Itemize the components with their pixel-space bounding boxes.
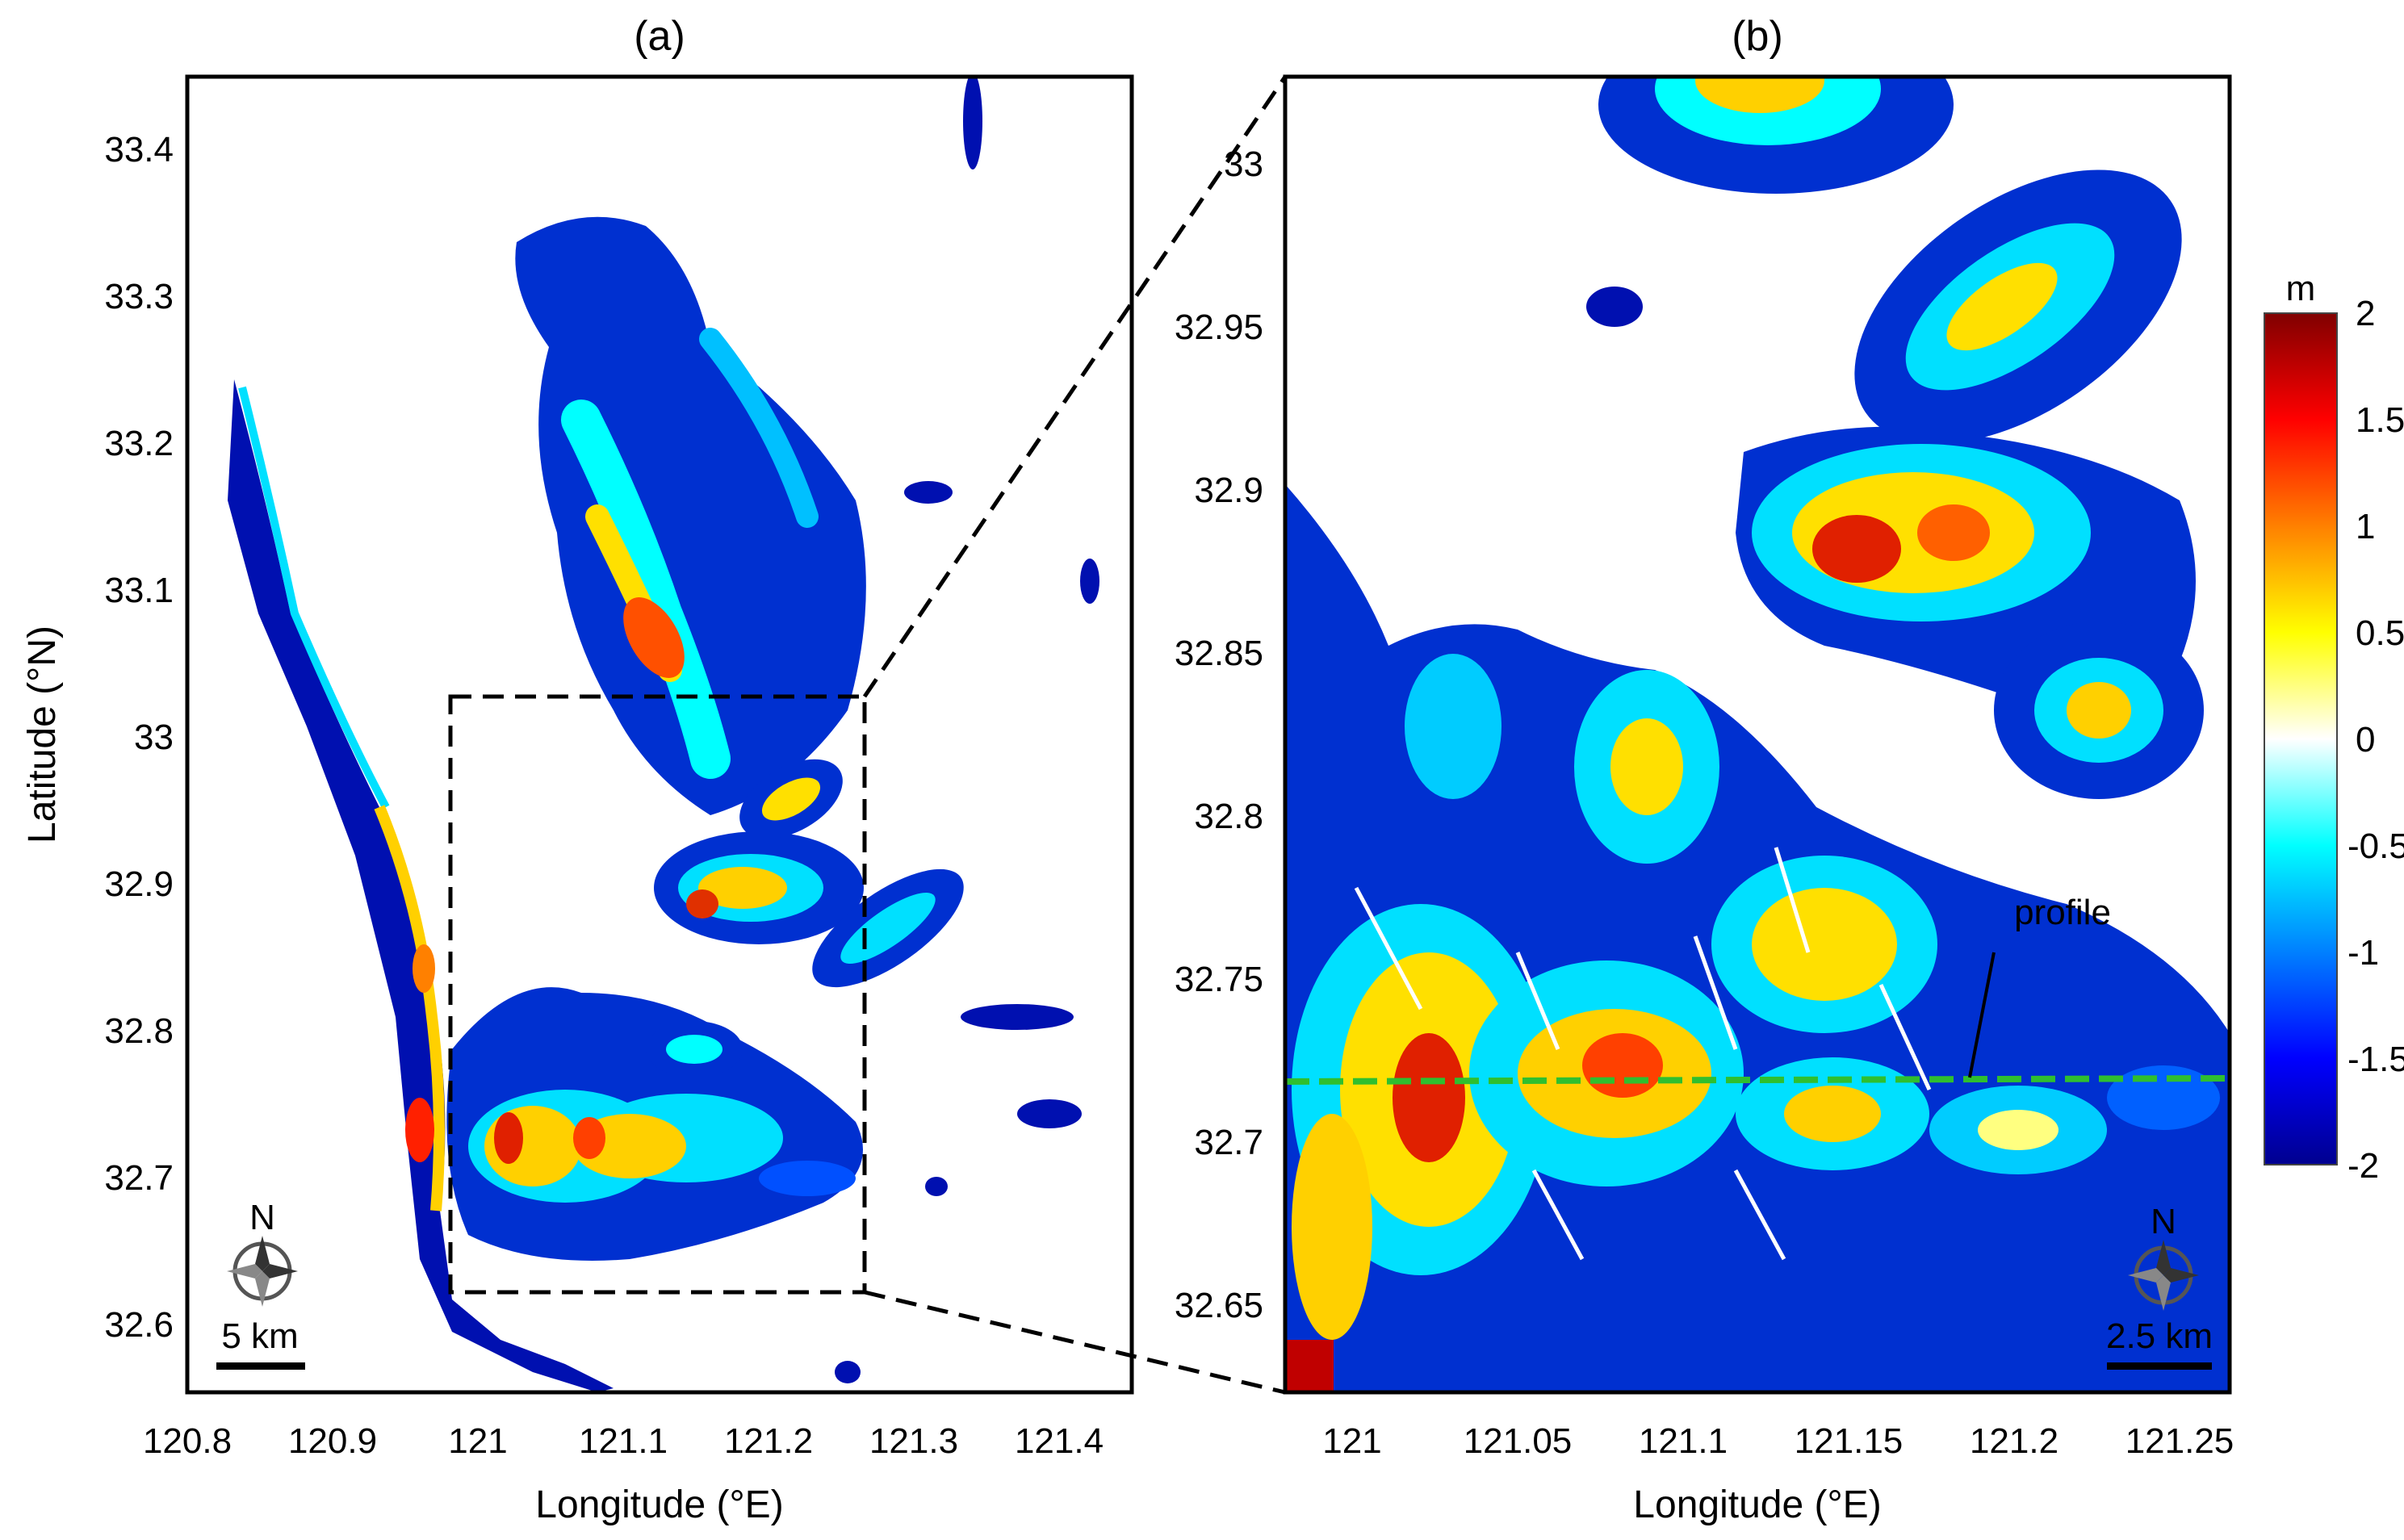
panel-b-ytick: 32.7 — [1194, 1123, 1263, 1162]
panel-b-ytick: 32.65 — [1175, 1286, 1263, 1325]
panel-b-ytick: 32.9 — [1194, 471, 1263, 510]
colorbar-tick: 0.5 — [2356, 613, 2404, 653]
panel-a-yticks: 32.6 32.7 32.8 32.9 33 33.1 33.2 33.3 33… — [104, 130, 174, 1345]
panel-a-xtick: 120.9 — [288, 1421, 377, 1461]
panel-a-ytick: 33 — [134, 718, 174, 757]
panel-b-xtick: 121.05 — [1464, 1421, 1573, 1461]
north-label: N — [2151, 1202, 2176, 1241]
panel-a-ytick: 32.8 — [104, 1011, 174, 1051]
panel-b-ytick: 33 — [1224, 144, 1263, 184]
panel-a-xticks: 120.8 120.9 121 121.1 121.2 121.3 121.4 — [143, 1421, 1104, 1461]
panel-a-scalebar-label: 5 km — [221, 1316, 298, 1356]
colorbar-unit: m — [2286, 269, 2316, 308]
panel-a-xtick: 121.4 — [1015, 1421, 1104, 1461]
panel-a-ytick: 33.3 — [104, 277, 174, 316]
panel-a-xlabel: Longitude (°E) — [535, 1484, 783, 1526]
panel-a-ytick: 33.1 — [104, 571, 174, 610]
zoom-line-top — [862, 75, 1288, 698]
panel-a-xtick: 121.2 — [724, 1421, 813, 1461]
panel-a-xtick: 120.8 — [143, 1421, 232, 1461]
panel-b-north-arrow: N — [2128, 1202, 2199, 1311]
colorbar-tick: 0 — [2356, 720, 2375, 760]
panel-b-ytick: 32.85 — [1175, 634, 1263, 673]
panel-a-xtick: 121.1 — [579, 1421, 668, 1461]
colorbar-tick: -1.5 — [2347, 1040, 2404, 1079]
colorbar-tick: 1 — [2356, 507, 2375, 546]
panel-a-north-arrow: N — [227, 1198, 298, 1307]
zoom-line-bottom — [864, 1290, 1286, 1395]
panel-b-xtick: 121.25 — [2125, 1421, 2234, 1461]
profile-pointer — [1968, 952, 1996, 1078]
panel-b-xtick: 121.15 — [1795, 1421, 1904, 1461]
colorbar-ticks: 2 1.5 1 0.5 0 -0.5 -1 -1.5 -2 — [2347, 294, 2404, 1186]
panel-a-ytick: 32.9 — [104, 864, 174, 904]
north-ridge-cluster — [515, 216, 866, 815]
colorbar-tick: -0.5 — [2347, 826, 2404, 866]
panel-b-title: (b) — [1732, 13, 1783, 60]
north-label: N — [249, 1198, 275, 1237]
panel-a-ytick: 32.7 — [104, 1158, 174, 1198]
coast-strip — [228, 379, 614, 1392]
panel-b-ytick: 32.95 — [1175, 308, 1263, 347]
profile-line — [1284, 1075, 2230, 1085]
colorbar-tick: 2 — [2356, 294, 2375, 333]
panel-b-scalebar — [2107, 1362, 2212, 1370]
colorbar-tick: -2 — [2347, 1146, 2379, 1186]
panel-b-xticks: 121 121.05 121.1 121.15 121.2 121.25 — [1322, 1421, 2234, 1461]
panel-b-xlabel: Longitude (°E) — [1633, 1484, 1881, 1526]
panel-a-xtick: 121.3 — [869, 1421, 958, 1461]
panel-b-ytick: 32.75 — [1175, 960, 1263, 999]
panel-b-xtick: 121.2 — [1970, 1421, 2058, 1461]
panel-a-ytick: 33.4 — [104, 130, 174, 169]
panel-b-xtick: 121 — [1322, 1421, 1381, 1461]
profile-label: profile — [2014, 893, 2111, 932]
panel-a-ytick: 32.6 — [104, 1305, 174, 1345]
panel-a-ylabel: Latitude (°N) — [21, 626, 64, 843]
panel-a-frame — [185, 74, 1134, 1395]
panel-a-title: (a) — [634, 13, 685, 60]
panel-b-xtick: 121.1 — [1639, 1421, 1728, 1461]
inset-box — [448, 694, 867, 1295]
panel-a-xtick: 121 — [448, 1421, 507, 1461]
panel-a-map — [187, 77, 1132, 1392]
panel-b-ytick: 32.8 — [1194, 797, 1263, 836]
panel-a-scalebar — [216, 1362, 305, 1370]
panel-b-yticks: 32.65 32.7 32.75 32.8 32.85 32.9 32.95 3… — [1175, 144, 1263, 1325]
panel-b-map — [1285, 77, 2230, 1392]
panel-b-frame — [1283, 74, 2232, 1395]
colorbar — [2264, 312, 2338, 1165]
colorbar-tick: 1.5 — [2356, 400, 2404, 440]
panel-a-ytick: 33.2 — [104, 424, 174, 463]
panel-b-scalebar-label: 2.5 km — [2106, 1316, 2213, 1356]
colorbar-tick: -1 — [2347, 933, 2379, 973]
